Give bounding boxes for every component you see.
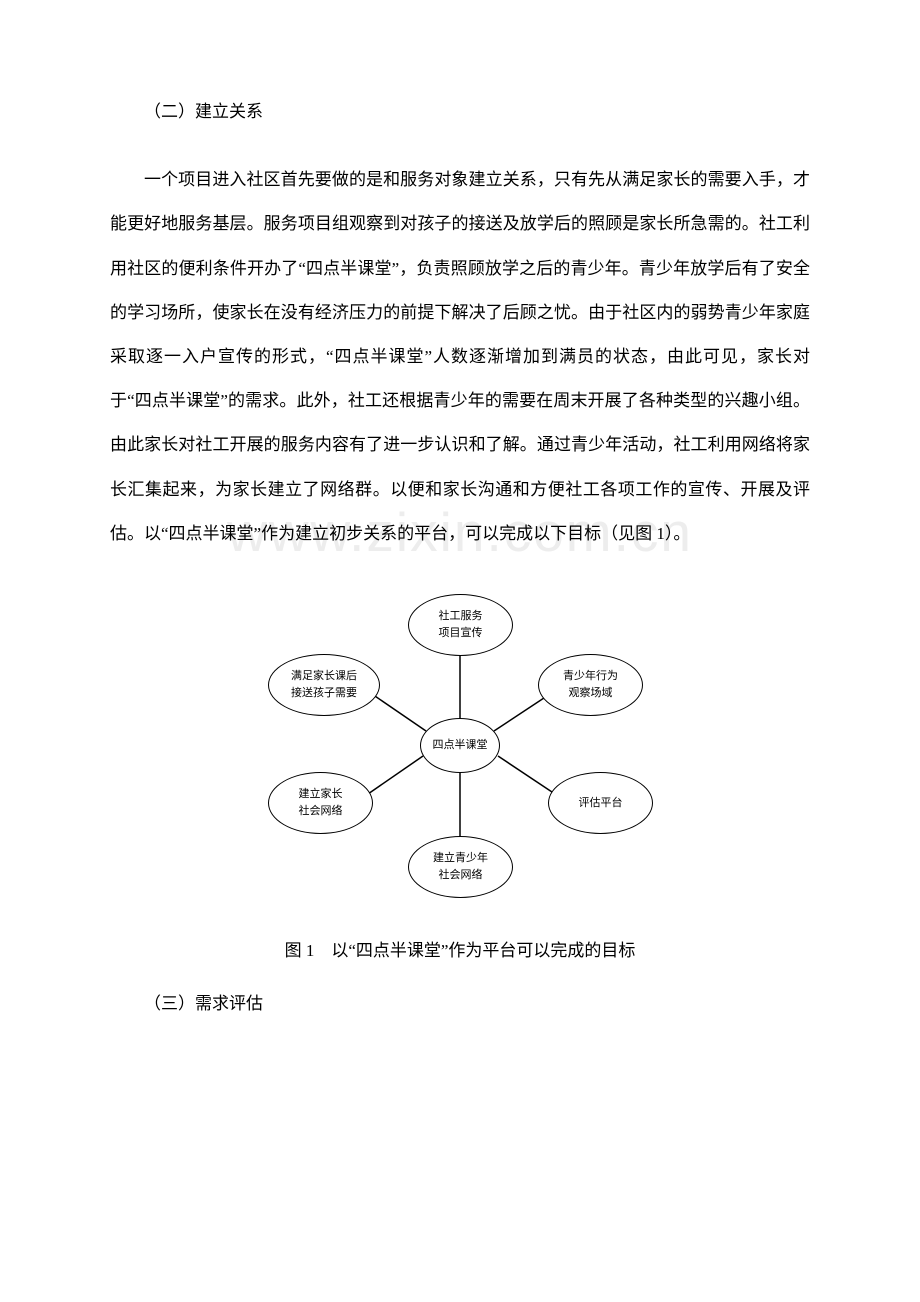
node-label: 项目宣传 <box>439 625 483 642</box>
figure-caption: 图 1 以“四点半课堂”作为平台可以完成的目标 <box>110 936 810 961</box>
node-top: 社工服务 项目宣传 <box>408 594 513 656</box>
node-left: 建立家长 社会网络 <box>268 772 373 834</box>
node-label: 四点半课堂 <box>433 737 488 754</box>
node-right: 评估平台 <box>548 772 653 834</box>
edge <box>372 694 426 731</box>
radial-diagram: 四点半课堂 社工服务 项目宣传 青少年行为 观察场域 评估平台 建立青少年 社会… <box>250 576 670 916</box>
node-label: 青少年行为 <box>563 668 618 685</box>
node-label: 社会网络 <box>299 803 343 820</box>
node-label: 建立青少年 <box>433 850 488 867</box>
figure-1: 四点半课堂 社工服务 项目宣传 青少年行为 观察场域 评估平台 建立青少年 社会… <box>110 576 810 916</box>
node-center: 四点半课堂 <box>420 718 500 773</box>
node-label: 社会网络 <box>439 867 483 884</box>
node-label: 评估平台 <box>579 795 623 812</box>
node-top-left: 满足家长课后 接送孩子需要 <box>268 654 380 716</box>
node-label: 接送孩子需要 <box>291 685 357 702</box>
edge <box>494 694 550 731</box>
section-heading-3: （三）需求评估 <box>110 985 810 1022</box>
page-content: （二）建立关系 一个项目进入社区首先要做的是和服务对象建立关系，只有先从满足家长… <box>110 90 810 1022</box>
body-paragraph: 一个项目进入社区首先要做的是和服务对象建立关系，只有先从满足家长的需要入手，才能… <box>110 158 810 556</box>
node-label: 社工服务 <box>439 608 483 625</box>
node-bottom: 建立青少年 社会网络 <box>408 836 513 898</box>
section-heading-2: （二）建立关系 <box>110 90 810 134</box>
node-label: 满足家长课后 <box>291 668 357 685</box>
node-top-right: 青少年行为 观察场域 <box>538 654 643 716</box>
edge <box>368 756 423 794</box>
edge <box>498 756 555 794</box>
node-label: 观察场域 <box>569 685 613 702</box>
node-label: 建立家长 <box>299 786 343 803</box>
